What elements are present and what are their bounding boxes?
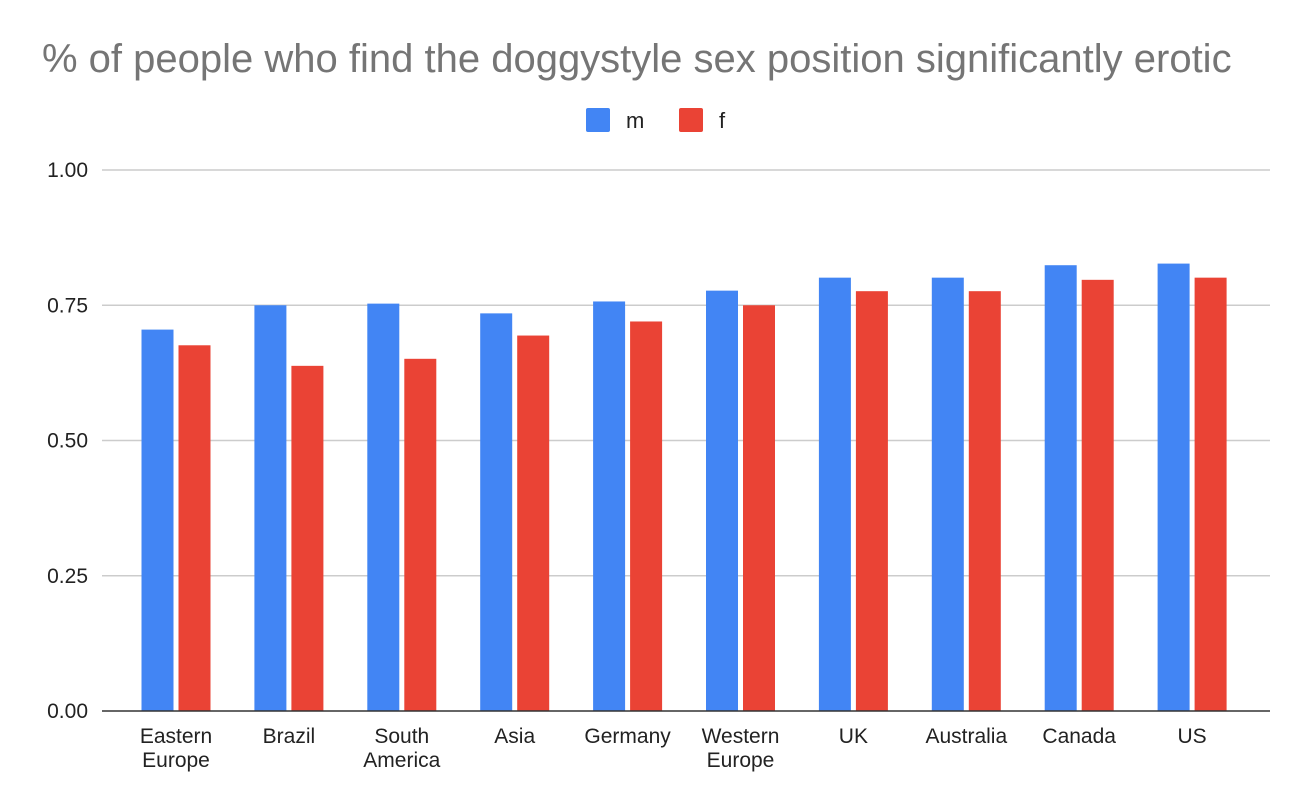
- bar-m-asia: [480, 313, 513, 711]
- bar-f-south-america: [404, 358, 437, 711]
- bar-m-germany: [593, 301, 626, 711]
- x-tick-label-line: Asia: [494, 725, 535, 748]
- bar-f-canada: [1081, 279, 1114, 711]
- x-tick-label: UK: [839, 725, 868, 748]
- x-tick-label-line: Europe: [142, 749, 210, 772]
- y-axis-ticks: 0.00 0.25 0.50 0.75 1.00: [47, 159, 88, 723]
- chart-title: % of people who find the doggystyle sex …: [42, 37, 1232, 81]
- y-tick-label: 0.75: [47, 294, 88, 317]
- legend-swatch-f: [679, 108, 703, 132]
- x-tick-label-line: Australia: [925, 725, 1007, 748]
- x-tick-label-line: US: [1178, 725, 1207, 748]
- bar-f-australia: [968, 291, 1001, 711]
- x-tick-label-line: Western: [702, 725, 780, 748]
- x-tick-label-line: Canada: [1042, 725, 1116, 748]
- x-tick-label: US: [1178, 725, 1207, 748]
- x-tick-label: Asia: [494, 725, 535, 748]
- x-tick-label-line: Eastern: [140, 725, 212, 748]
- x-tick-label: Western Europe: [702, 725, 780, 772]
- x-tick-label: Brazil: [263, 725, 316, 748]
- bar-f-western-europe: [743, 305, 775, 711]
- x-tick-label-line: Brazil: [263, 725, 316, 748]
- x-tick-label-line: South: [374, 725, 429, 748]
- y-tick-label: 1.00: [47, 159, 88, 182]
- legend-swatch-m: [586, 108, 610, 132]
- x-tick-label: Eastern Europe: [140, 725, 212, 772]
- y-tick-label: 0.00: [47, 700, 88, 723]
- bar-f-asia: [517, 335, 550, 711]
- bar-f-brazil: [291, 365, 324, 711]
- bar-m-uk: [818, 277, 851, 711]
- bar-m-brazil: [254, 305, 287, 711]
- bar-f-germany: [630, 321, 663, 711]
- bar-series: [141, 263, 1227, 711]
- x-tick-label-line: Europe: [707, 749, 775, 772]
- x-tick-label-line: Germany: [584, 725, 671, 748]
- x-tick-label-line: America: [363, 749, 440, 772]
- legend-label-m: m: [626, 108, 644, 133]
- bar-m-eastern-europe: [141, 329, 174, 711]
- bar-m-canada: [1044, 265, 1077, 711]
- bar-f-uk: [855, 291, 888, 711]
- bar-f-us: [1194, 277, 1227, 711]
- legend-label-f: f: [719, 108, 726, 133]
- x-tick-label-line: UK: [839, 725, 868, 748]
- x-tick-label: Australia: [925, 725, 1007, 748]
- bar-m-us: [1157, 263, 1190, 711]
- x-tick-label: Germany: [584, 725, 671, 748]
- bar-m-australia: [931, 277, 964, 711]
- bar-m-south-america: [367, 303, 400, 711]
- x-tick-label: Canada: [1042, 725, 1116, 748]
- x-tick-label: South America: [363, 725, 440, 772]
- y-tick-label: 0.25: [47, 565, 88, 588]
- y-tick-label: 0.50: [47, 430, 88, 453]
- bar-f-eastern-europe: [178, 345, 211, 711]
- bar-m-western-europe: [706, 290, 738, 711]
- chart-legend: m f: [586, 108, 726, 133]
